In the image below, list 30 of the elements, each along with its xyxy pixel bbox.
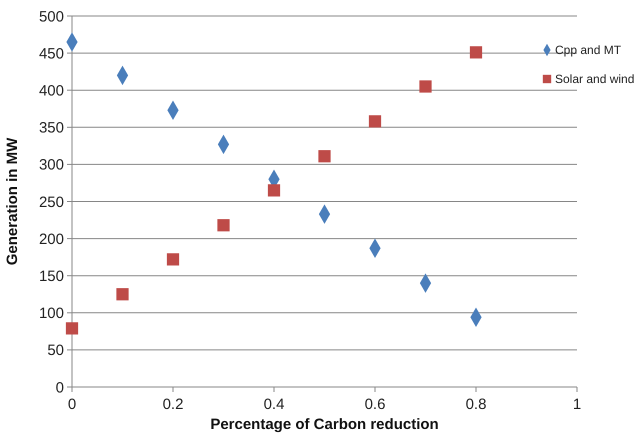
legend-label: Solar and wind — [555, 72, 634, 86]
x-tick-label: 1 — [572, 396, 582, 413]
y-axis-title: Generation in MW — [4, 136, 21, 266]
y-tick-label: 150 — [38, 268, 64, 285]
y-tick-label: 450 — [38, 45, 64, 62]
legend-label: Cpp and MT — [555, 43, 622, 58]
point — [470, 46, 482, 58]
x-tick-label: 0 — [68, 396, 76, 413]
x-tick-label: 0.4 — [264, 396, 284, 413]
point — [116, 288, 129, 300]
x-tick-label: 0.6 — [364, 396, 386, 413]
y-tick-label: 0 — [56, 379, 64, 396]
point — [217, 219, 230, 232]
point — [66, 322, 78, 335]
point — [166, 253, 180, 266]
x-tick-label: 0.8 — [466, 396, 486, 413]
y-tick-label: 500 — [38, 8, 64, 26]
point — [268, 184, 280, 196]
y-tick-label: 350 — [38, 120, 64, 137]
point — [419, 80, 432, 93]
point — [368, 115, 382, 128]
y-tick-label: 50 — [47, 342, 64, 360]
y-tick-label: 300 — [38, 156, 64, 174]
y-tick-label: 200 — [38, 230, 64, 248]
x-tick-label: 0.2 — [162, 396, 184, 413]
x-axis-title: Percentage of Carbon reduction — [210, 416, 439, 433]
y-tick-label: 400 — [38, 82, 64, 100]
y-tick-label: 100 — [38, 305, 64, 322]
y-tick-label: 250 — [38, 194, 64, 211]
point — [318, 150, 331, 162]
